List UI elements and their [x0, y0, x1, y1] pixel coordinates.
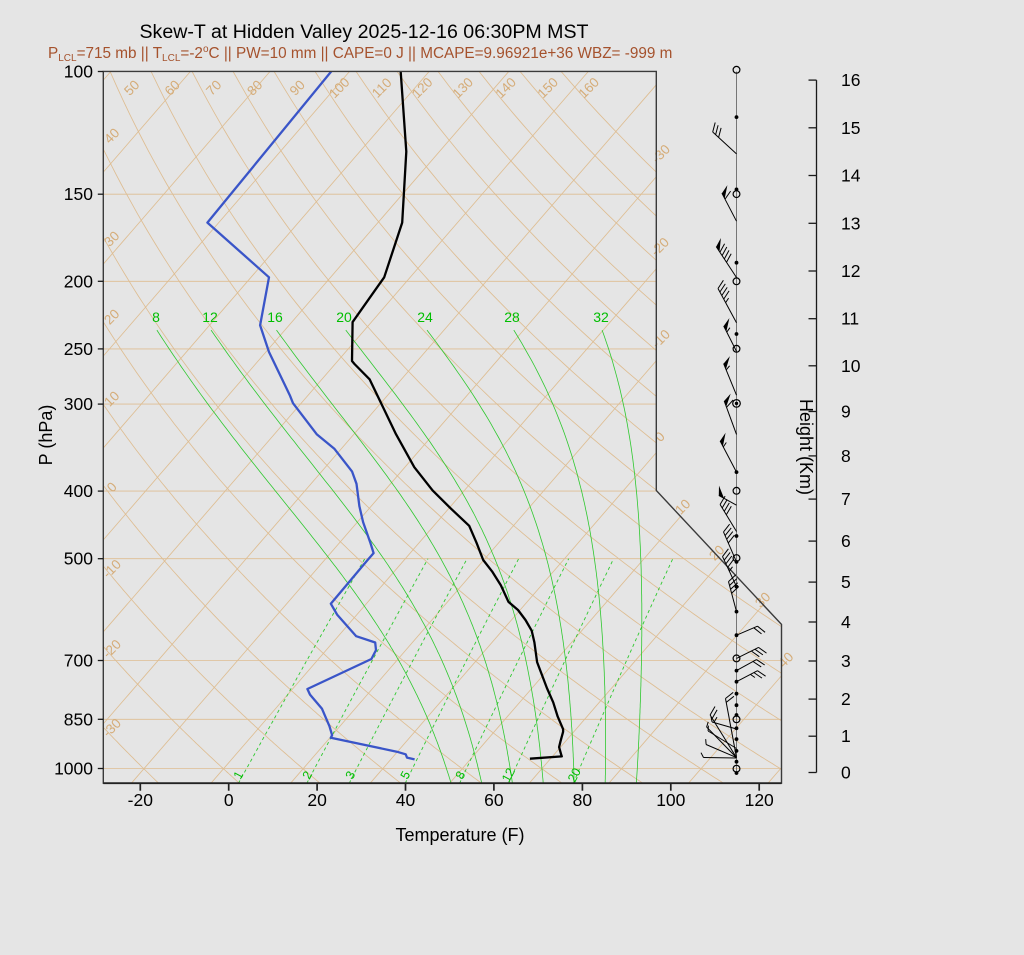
svg-text:16: 16 — [841, 70, 860, 90]
svg-text:1000: 1000 — [54, 759, 93, 779]
svg-text:60: 60 — [484, 790, 504, 810]
svg-text:32: 32 — [593, 309, 609, 325]
svg-text:300: 300 — [64, 394, 93, 414]
svg-text:28: 28 — [504, 309, 520, 325]
svg-text:12: 12 — [841, 261, 860, 281]
svg-text:850: 850 — [64, 709, 93, 729]
svg-text:500: 500 — [64, 549, 93, 569]
svg-text:250: 250 — [64, 339, 93, 359]
svg-text:Skew-T at Hidden Valley 2025-1: Skew-T at Hidden Valley 2025-12-16 06:30… — [139, 21, 588, 43]
svg-text:200: 200 — [64, 271, 93, 291]
svg-text:13: 13 — [841, 213, 860, 233]
svg-text:700: 700 — [64, 651, 93, 671]
svg-text:6: 6 — [841, 531, 851, 551]
svg-text:4: 4 — [841, 612, 851, 632]
svg-text:150: 150 — [64, 184, 93, 204]
svg-text:400: 400 — [64, 481, 93, 501]
svg-text:0: 0 — [224, 790, 234, 810]
svg-text:11: 11 — [841, 309, 859, 329]
svg-text:8: 8 — [841, 446, 851, 466]
svg-text:20: 20 — [307, 790, 327, 810]
svg-text:24: 24 — [417, 309, 433, 325]
svg-text:8: 8 — [152, 309, 160, 325]
svg-text:Height (Km): Height (Km) — [796, 399, 816, 495]
svg-text:10: 10 — [841, 356, 861, 376]
svg-text:9: 9 — [841, 402, 851, 422]
svg-text:80: 80 — [573, 790, 593, 810]
svg-text:2: 2 — [841, 689, 851, 709]
svg-text:P (hPa): P (hPa) — [36, 405, 56, 466]
svg-text:3: 3 — [841, 651, 851, 671]
svg-text:1: 1 — [841, 726, 851, 746]
svg-text:7: 7 — [841, 489, 851, 509]
svg-text:120: 120 — [745, 790, 774, 810]
svg-text:12: 12 — [202, 309, 218, 325]
svg-text:100: 100 — [656, 790, 685, 810]
svg-text:5: 5 — [841, 572, 851, 592]
svg-text:Temperature (F): Temperature (F) — [395, 825, 524, 845]
svg-text:PLCL=715 mb || TLCL=-2oC || PW: PLCL=715 mb || TLCL=-2oC || PW=10 mm || … — [48, 44, 672, 64]
svg-text:100: 100 — [64, 62, 93, 82]
svg-text:14: 14 — [841, 166, 861, 186]
svg-text:20: 20 — [336, 309, 352, 325]
svg-text:16: 16 — [267, 309, 283, 325]
svg-text:-20: -20 — [128, 790, 154, 810]
svg-text:0: 0 — [841, 763, 851, 783]
svg-text:40: 40 — [396, 790, 416, 810]
svg-text:15: 15 — [841, 118, 860, 138]
